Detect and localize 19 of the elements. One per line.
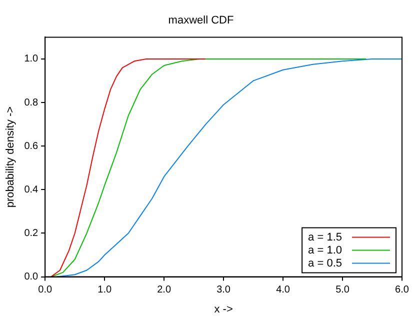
y-tick-label: 0.8 bbox=[24, 97, 39, 108]
y-tick-label: 0.2 bbox=[24, 228, 39, 239]
y-tick-label: 0.6 bbox=[24, 140, 39, 152]
chart-title: maxwell CDF bbox=[168, 14, 234, 27]
legend-label: a = 0.5 bbox=[308, 257, 342, 270]
x-tick-label: 4.0 bbox=[276, 284, 290, 296]
x-tick-label: 2.0 bbox=[157, 284, 172, 296]
legend-label: a = 1.0 bbox=[308, 244, 342, 256]
x-axis-title: x -> bbox=[214, 303, 233, 316]
x-tick-label: 0.0 bbox=[38, 284, 52, 296]
y-tick-label: 0.0 bbox=[24, 272, 39, 283]
y-tick-label: 0.4 bbox=[24, 184, 39, 196]
x-tick-label: 5.0 bbox=[336, 284, 350, 296]
legend-label: a = 1.5 bbox=[308, 231, 342, 244]
y-axis-title: probability density -> bbox=[4, 106, 17, 208]
x-tick-label: 1.0 bbox=[98, 284, 112, 296]
x-tick-label: 6.0 bbox=[395, 284, 410, 296]
x-tick-label: 3.0 bbox=[216, 284, 231, 296]
y-tick-label: 1.0 bbox=[24, 54, 39, 65]
